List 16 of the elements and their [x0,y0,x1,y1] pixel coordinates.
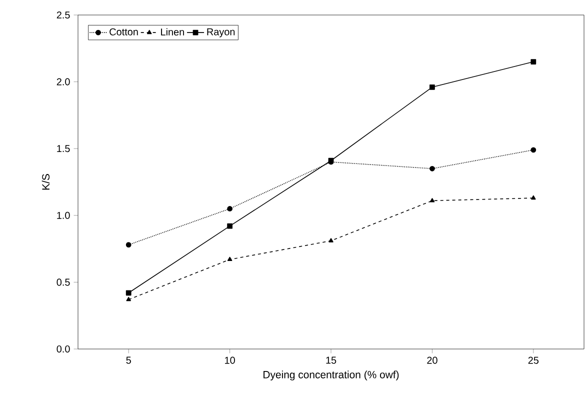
x-tick-label: 15 [326,356,336,364]
legend-label: Cotton [110,28,138,36]
x-tick-label: 10 [225,356,235,364]
x-tick-label: 25 [528,356,539,364]
y-tick-label: 2.5 [56,11,70,19]
y-tick-label: 1.5 [57,145,70,152]
x-axis-title: Dyeing concentration (% owf) [264,370,399,380]
y-tick-label: 1.0 [57,212,70,219]
legend-label: Linen [161,28,184,36]
y-tick-label: 0.0 [56,345,70,353]
y-axis-title: K/S [42,174,50,190]
x-tick-label: 5 [126,356,131,364]
y-tick-label: 0.5 [56,278,70,286]
y-tick-label: 2.0 [56,78,70,86]
legend-label: Rayon [207,28,235,38]
x-tick-label: 20 [427,356,438,364]
